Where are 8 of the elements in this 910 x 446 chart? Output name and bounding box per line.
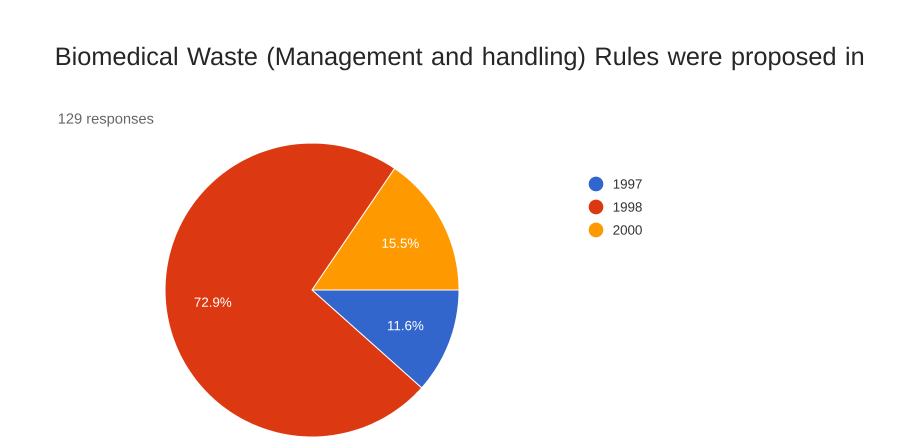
data-label: 15.5% [382, 238, 419, 248]
data-label: 11.6% [388, 320, 424, 330]
data-label: 72.9% [194, 297, 232, 307]
legend-label: 2000 [613, 225, 642, 235]
legend-label: 1997 [614, 179, 642, 189]
chart-title: Biomedical Waste (Management and handling) Rules were proposed in [56, 46, 864, 70]
chart-subtitle: 129 responses [58, 113, 154, 127]
legend-label: 1998 [614, 202, 642, 212]
